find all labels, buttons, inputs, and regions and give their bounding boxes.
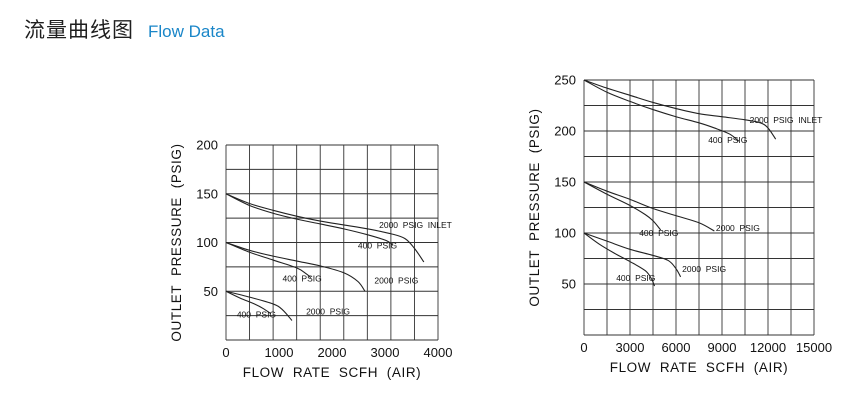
series-line-2 (225, 241, 366, 292)
x-axis-label: FLOW RATE SCFH (AIR) (610, 360, 789, 375)
series-line-5 (583, 232, 656, 287)
series-line-0 (583, 79, 777, 140)
chart-left: 0 1000 2000 3000 4000 50 100 150 200 FLOW RATE SC… (169, 138, 452, 381)
y-tick-label: 200 (196, 138, 218, 153)
x-tick-label: 0 (222, 345, 229, 360)
y-tick-label: 100 (196, 235, 218, 250)
y-tick-label: 200 (554, 124, 576, 139)
y-tick-label: 100 (554, 226, 576, 241)
series-line-4 (583, 232, 682, 278)
curve-label: 400 PSIG (639, 228, 678, 238)
x-tick-label: 2000 (318, 345, 347, 360)
y-tick-label: 50 (562, 277, 576, 292)
x-tick-label: 0 (580, 340, 587, 355)
x-tick-label: 3000 (371, 345, 400, 360)
curve-label: 400 PSIG (616, 273, 655, 283)
series-line-3 (583, 181, 662, 231)
page-title-cn: 流量曲线图 (24, 18, 134, 42)
chart-right: 0 3000 6000 9000 12000 15000 50 100 150 200 250 FLO… (527, 73, 832, 376)
series-line-4 (225, 290, 293, 321)
curve-label: 400 PSIG (708, 135, 747, 145)
series-line-1 (583, 79, 740, 142)
curve-label: 2000 PSIG INLET (750, 115, 823, 125)
curve-label: 2000 PSIG (716, 223, 760, 233)
series-line-2 (583, 181, 715, 232)
curve-label: 2000 PSIG INLET (379, 220, 452, 230)
x-tick-label: 1000 (265, 345, 294, 360)
curve-label: 400 PSIG (358, 240, 397, 250)
series-line-5 (225, 290, 272, 315)
x-tick-label: 6000 (662, 340, 691, 355)
chart-grid (583, 79, 815, 336)
page-heading: 流量曲线图 Flow Data (24, 14, 225, 48)
y-tick-label: 250 (554, 73, 576, 88)
y-tick-label: 150 (554, 175, 576, 190)
x-tick-label: 3000 (616, 340, 645, 355)
x-tick-label: 4000 (424, 345, 453, 360)
x-tick-label: 12000 (750, 340, 786, 355)
x-axis-label: FLOW RATE SCFH (AIR) (243, 365, 422, 380)
series-line-3 (225, 241, 312, 279)
y-tick-label: 150 (196, 186, 218, 201)
series-line-1 (225, 193, 394, 246)
x-tick-label: 9000 (708, 340, 737, 355)
y-axis-label: OUTLET PRESSURE (PSIG) (527, 108, 542, 306)
y-axis-label: OUTLET PRESSURE (PSIG) (169, 143, 184, 341)
curve-label: 2000 PSIG (682, 264, 726, 274)
page-title-en: Flow Data (148, 22, 225, 41)
curve-label: 400 PSIG (237, 310, 276, 320)
curve-label: 2000 PSIG (306, 307, 350, 317)
curve-label: 2000 PSIG (374, 275, 418, 285)
y-tick-label: 50 (204, 284, 218, 299)
series-line-0 (225, 193, 425, 263)
x-tick-label: 15000 (796, 340, 832, 355)
curve-label: 400 PSIG (283, 274, 322, 284)
